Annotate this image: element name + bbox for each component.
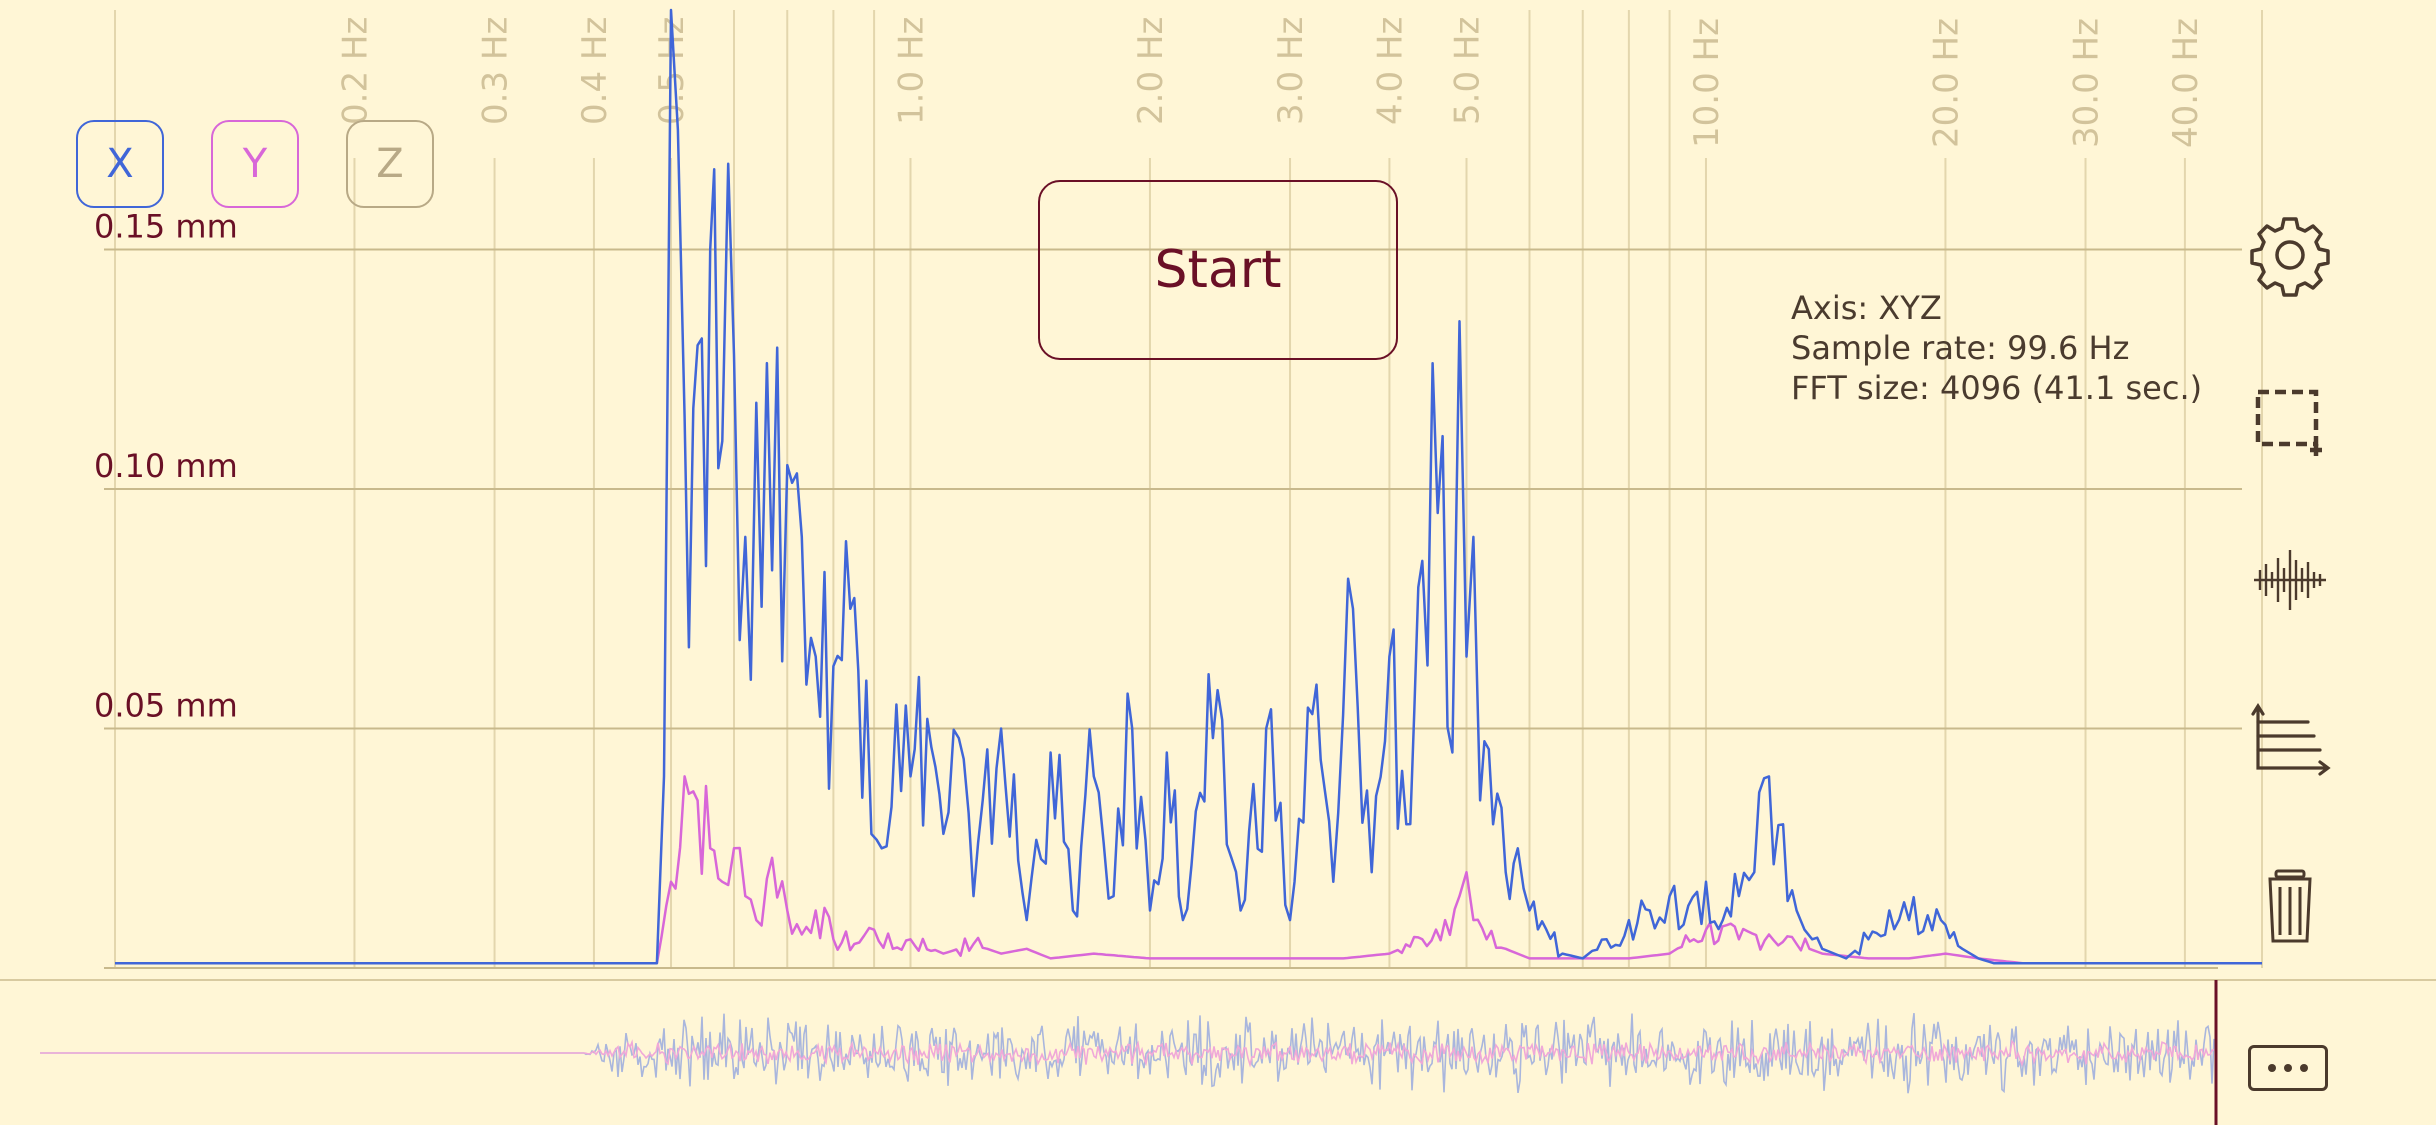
frequency-tick-label: 4.0 Hz (1370, 17, 1410, 125)
frequency-tick-label: 3.0 Hz (1271, 17, 1311, 125)
settings-button[interactable] (2240, 205, 2340, 305)
frequency-tick-label: 0.3 Hz (476, 17, 516, 125)
waveform-timeline[interactable] (40, 980, 2218, 1125)
crop-selection-icon (2255, 389, 2322, 456)
start-button[interactable]: Start (1038, 180, 1398, 360)
spectrum-series-line (115, 8, 2262, 965)
frequency-tick-label: 20.0 Hz (1926, 18, 1966, 148)
waveform-button[interactable] (2240, 530, 2340, 630)
more-options-icon (2268, 1064, 2308, 1072)
amplitude-tick-label: 0.10 mm (94, 447, 238, 485)
amplitude-tick-label: 0.15 mm (94, 208, 238, 246)
frequency-tick-label: 5.0 Hz (1448, 17, 1488, 125)
selection-button[interactable] (2240, 370, 2340, 470)
amplitude-axis-labels: 0.15 mm 0.10 mm 0.05 mm (94, 208, 238, 725)
info-sample-rate: Sample rate: 99.6 Hz (1791, 329, 2130, 367)
measurement-info: Axis: XYZ Sample rate: 99.6 Hz FFT size:… (1791, 288, 2202, 408)
more-options-button[interactable] (2248, 1045, 2328, 1091)
frequency-tick-label: 0.4 Hz (575, 17, 615, 125)
info-axis: Axis: XYZ (1791, 289, 1942, 327)
frequency-axis-labels: 0.2 Hz 0.3 Hz 0.4 Hz 0.5 Hz 1.0 Hz 2.0 Hz 3.0 … (335, 17, 2205, 148)
frequency-tick-label: 0.2 Hz (335, 17, 375, 125)
axis-z-toggle[interactable]: Z (346, 120, 434, 208)
axis-scale-button[interactable] (2240, 690, 2340, 790)
axis-x-toggle[interactable]: X (76, 120, 164, 208)
axis-scale-icon (2251, 702, 2331, 776)
gear-icon (2250, 217, 2330, 297)
frequency-tick-label: 40.0 Hz (2166, 18, 2206, 148)
frequency-tick-label: 1.0 Hz (891, 17, 931, 125)
waveform-trace (40, 1039, 2215, 1068)
info-fft-size: FFT size: 4096 (41.1 sec.) (1791, 369, 2203, 407)
spectrum-series (115, 8, 2262, 965)
amplitude-tick-label: 0.05 mm (94, 687, 238, 725)
delete-button[interactable] (2240, 855, 2340, 955)
spectrum-series-line (115, 775, 2262, 965)
frequency-tick-label: 2.0 Hz (1131, 17, 1171, 125)
axis-y-toggle[interactable]: Y (211, 120, 299, 208)
waveform-icon (2254, 550, 2326, 610)
trash-icon (2268, 869, 2312, 943)
frequency-tick-label: 30.0 Hz (2067, 18, 2107, 148)
chart-grid (0, 10, 2436, 981)
frequency-tick-label: 10.0 Hz (1687, 18, 1727, 148)
